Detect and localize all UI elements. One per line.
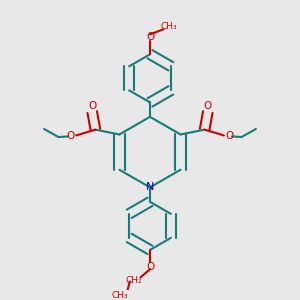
Text: O: O [226, 131, 234, 141]
Text: O: O [146, 32, 154, 42]
Text: O: O [204, 101, 212, 111]
Text: N: N [146, 182, 154, 192]
Text: O: O [88, 101, 96, 111]
Text: O: O [146, 262, 154, 272]
Text: CH₃: CH₃ [111, 291, 128, 300]
Text: CH₂: CH₂ [125, 276, 142, 285]
Text: O: O [66, 131, 74, 141]
Text: CH₃: CH₃ [161, 22, 178, 31]
